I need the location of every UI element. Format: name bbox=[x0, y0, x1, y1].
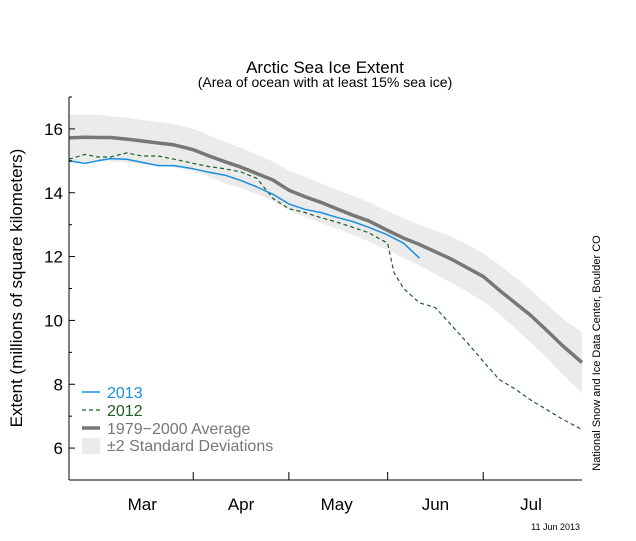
series-line-2012 bbox=[68, 152, 583, 431]
y-tick-label: 6 bbox=[54, 439, 63, 458]
std-dev-band bbox=[69, 114, 582, 394]
x-tick-label: Jun bbox=[422, 495, 449, 514]
x-tick-label: Mar bbox=[128, 495, 158, 514]
date-annotation: 11 Jun 2013 bbox=[531, 522, 580, 532]
axes-layer: 6 8 10 12 14 16 Mar Apr May Jun Jul bbox=[44, 96, 582, 514]
legend-label-2013: 2013 bbox=[107, 385, 143, 402]
series-layer bbox=[68, 135, 584, 431]
y-axis-label: Extent (millions of square kilometers) bbox=[7, 149, 26, 428]
y-tick-label: 8 bbox=[54, 375, 63, 394]
series-line-2013 bbox=[68, 157, 421, 259]
legend: 2013 2012 1979−2000 Average ±2 Standard … bbox=[82, 385, 273, 455]
legend-label-average: 1979−2000 Average bbox=[107, 421, 251, 438]
x-tick-label: May bbox=[321, 495, 354, 514]
y-tick-label: 16 bbox=[44, 120, 63, 139]
chart-subtitle: (Area of ocean with at least 15% sea ice… bbox=[198, 74, 452, 90]
x-tick-label: Apr bbox=[228, 495, 255, 514]
legend-swatch-std-dev bbox=[82, 438, 100, 454]
std-dev-band-layer bbox=[69, 114, 582, 394]
series-line-average bbox=[68, 135, 584, 364]
y-tick-label: 14 bbox=[44, 184, 63, 203]
y-tick-label: 10 bbox=[44, 311, 63, 330]
legend-label-2012: 2012 bbox=[107, 403, 143, 420]
credit-annotation: National Snow and Ice Data Center, Bould… bbox=[591, 235, 603, 471]
legend-label-std-dev: ±2 Standard Deviations bbox=[107, 438, 273, 455]
x-tick-label: Jul bbox=[520, 495, 542, 514]
chart-title: Arctic Sea Ice Extent bbox=[246, 58, 404, 77]
y-tick-label: 12 bbox=[44, 248, 63, 267]
